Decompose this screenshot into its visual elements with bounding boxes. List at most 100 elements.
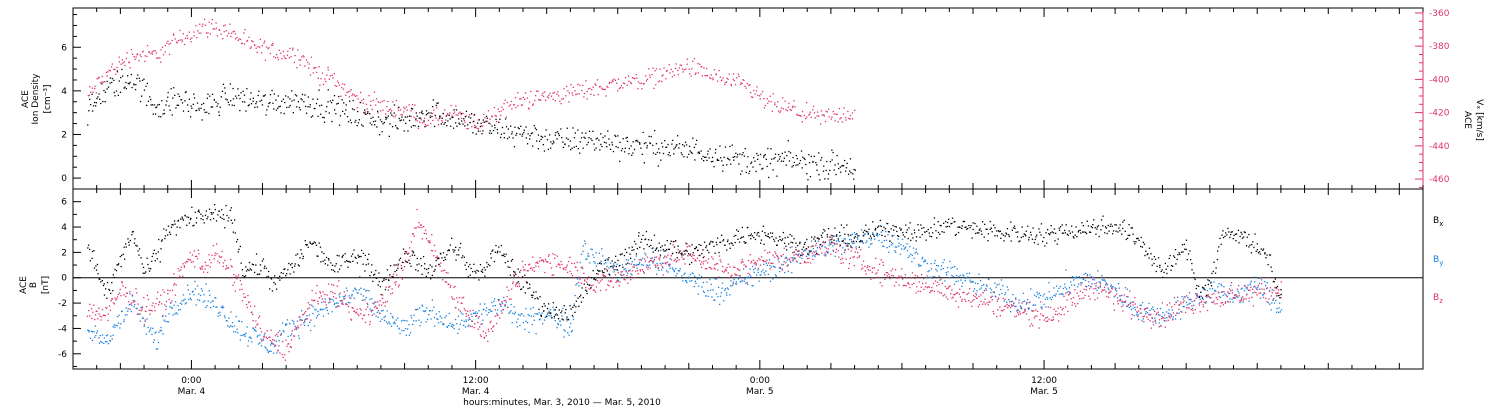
bz-point-530 [526,270,528,272]
density-point-76 [158,103,160,106]
bz-point-850 [792,252,794,254]
density-point-803 [848,173,850,175]
density-point-750 [797,164,799,166]
vx-point-682 [813,112,816,114]
density-point-499 [560,128,562,130]
density-point-788 [833,169,835,171]
bz-point-1007 [922,282,924,285]
bx-point-401 [467,276,469,278]
density-point-497 [557,133,560,135]
density-point-288 [359,101,362,104]
bz-point-833 [778,257,780,260]
density-point-479 [540,135,542,137]
bx-point-84 [167,234,169,236]
bz-point-1081 [983,301,985,303]
by-point-136 [199,294,202,297]
bx-point-31 [116,264,118,266]
density-point-25 [111,81,113,84]
vx-point-607 [733,80,735,82]
density-point-536 [595,147,597,149]
by-point-179 [235,315,237,318]
by-point-1235 [1110,284,1112,286]
by-point-596 [580,253,583,255]
by-point-348 [375,315,377,317]
by-point-670 [642,264,645,266]
by-point-1296 [1161,315,1163,318]
by-point-943 [868,237,870,240]
density-point-157 [236,97,238,99]
bx-point-2 [89,248,91,251]
bx-point-34 [119,255,121,258]
density-point-67 [150,104,152,106]
density-point-769 [816,164,818,166]
by-point-350 [377,316,379,318]
vx-point-402 [515,106,517,109]
bz-point-273 [313,300,315,302]
by-point-797 [747,276,749,278]
by-point-1164 [1051,296,1053,298]
vx-point-604 [730,85,733,87]
bz-point-584 [571,262,573,264]
bz-point-1090 [990,296,992,298]
bz-point-957 [880,259,882,261]
density-point-446 [510,125,512,127]
density-point-470 [532,145,534,147]
bx-point-69 [152,252,154,255]
density-point-315 [385,118,387,120]
density-point-220 [296,95,298,97]
by-point-820 [766,264,768,266]
bz-point-569 [559,264,561,266]
vx-point-146 [243,32,245,34]
by-point-451 [461,319,463,321]
bz-point-965 [886,272,889,274]
bz-point-1420 [1264,292,1266,295]
by-point-967 [888,245,890,248]
density-point-180 [257,94,259,97]
by-point-53 [131,304,133,306]
bz-point-1043 [951,297,953,299]
bz-point-487 [490,328,492,330]
vx-point-455 [572,94,574,96]
bx-point-7 [93,267,96,269]
by-point-1000 [915,251,918,253]
bz-point-1016 [929,291,931,294]
bz-point-903 [835,248,838,250]
bz-point-1436 [1277,292,1279,294]
bz-point-621 [602,274,604,276]
by-point-282 [321,301,323,304]
vx-point-397 [510,100,513,103]
density-point-155 [233,104,235,107]
vx-point-328 [437,119,439,121]
density-point-2 [89,98,91,101]
by-point-766 [721,282,724,284]
vx-point-491 [610,81,613,84]
density-point-205 [281,100,283,102]
vx-point-127 [223,25,225,27]
by-point-999 [915,248,917,250]
by-point-414 [430,318,432,320]
density-point-438 [501,126,504,129]
by-point-498 [500,305,502,307]
bz-point-1238 [1113,309,1115,311]
by-point-380 [402,319,404,321]
density-point-340 [408,119,411,122]
density-point-484 [545,129,547,131]
by-point-13 [98,337,100,339]
bz-point-1067 [971,300,974,302]
bz-point-1417 [1261,288,1263,290]
vx-point-618 [745,87,747,89]
density-point-313 [383,121,385,124]
bz-point-343 [371,314,373,316]
bx-point-307 [378,272,380,274]
by-point-182 [238,320,240,322]
density-point-467 [529,135,531,137]
by-point-1181 [1065,288,1068,290]
vx-point-414 [528,108,530,110]
bx-point-88 [170,226,173,228]
density-point-696 [746,166,748,168]
by-point-1382 [1232,301,1234,303]
bx-point-247 [321,251,323,253]
density-point-466 [529,138,531,140]
density-point-384 [451,116,453,119]
bz-point-479 [483,336,486,339]
